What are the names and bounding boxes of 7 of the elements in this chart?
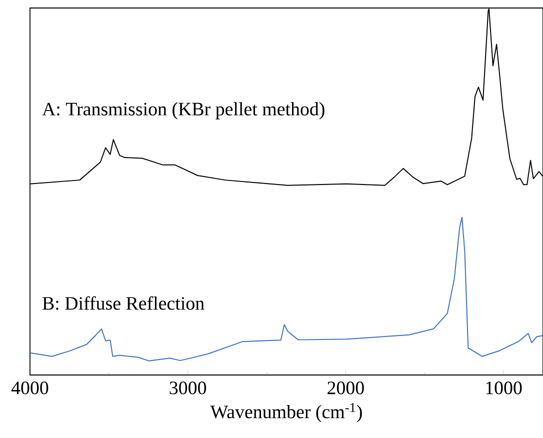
series-label: B: Diffuse Reflection — [42, 296, 204, 310]
x-tick-label: 1000 — [486, 382, 522, 394]
text: A: Transmission (KBr pellet method) — [42, 102, 324, 120]
x-tick-label: 4000 — [11, 382, 48, 394]
x-tick-label: 3000 — [170, 382, 206, 394]
x-tick-label: 2000 — [328, 382, 364, 394]
x-axis-title: Wavenumber (cm$^{-1}$) — [210, 403, 362, 422]
